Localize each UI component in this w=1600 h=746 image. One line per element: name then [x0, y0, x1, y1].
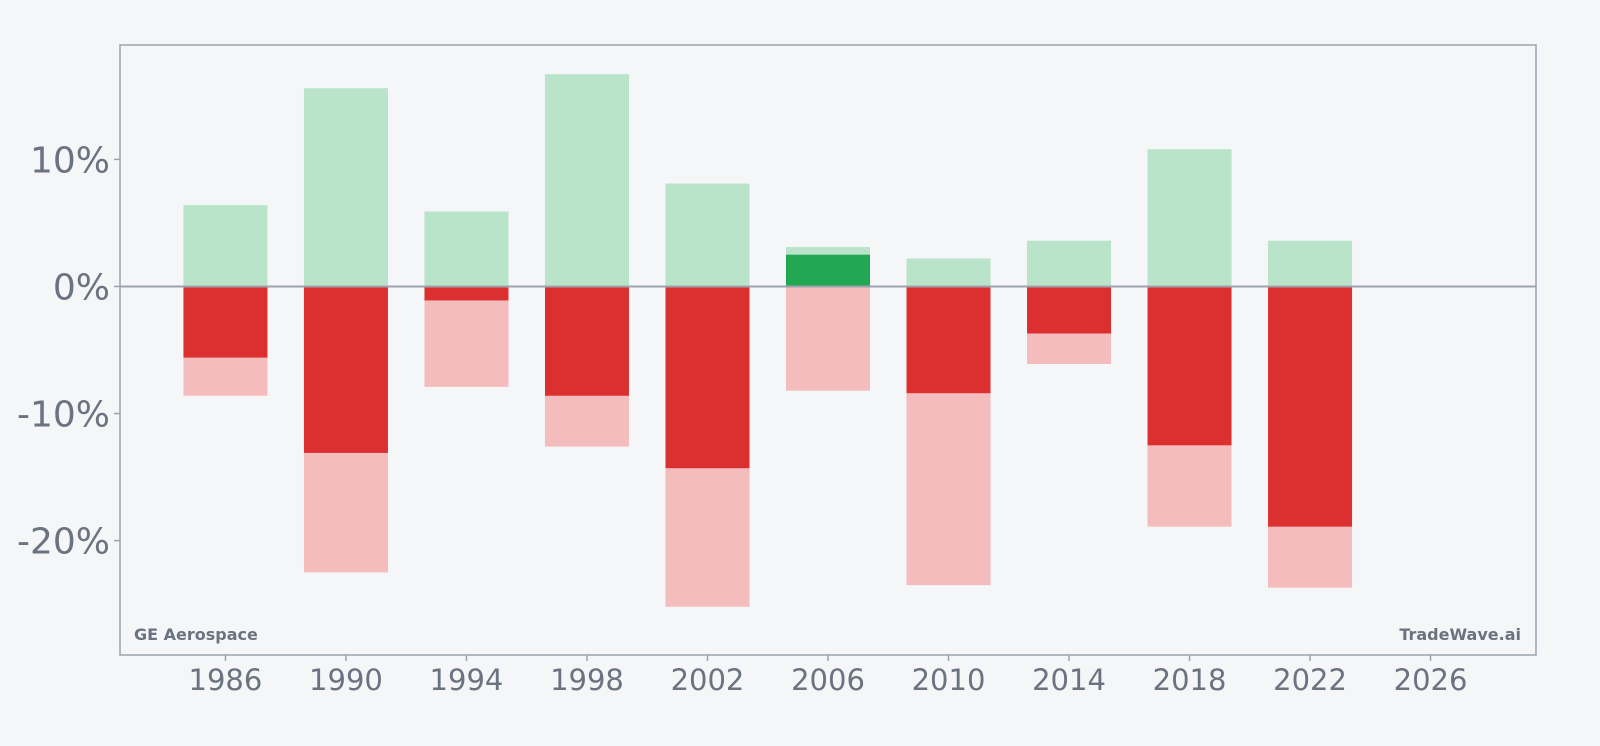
gain-range-bar-2022 [1268, 240, 1353, 287]
loss-range-bar-2006 [786, 286, 870, 391]
x-tick-label: 2022 [1273, 663, 1347, 697]
gain-range-bar-2010 [906, 258, 991, 287]
loss-bar-2018 [1147, 286, 1232, 446]
company-label: GE Aerospace [134, 625, 258, 644]
gain-range-bar-1994 [424, 211, 509, 287]
x-tick-label: 2026 [1394, 663, 1468, 697]
loss-bar-1998 [544, 286, 629, 396]
gain-range-bar-2014 [1027, 240, 1112, 287]
gain-bar-2006 [786, 254, 870, 287]
y-tick-label: 10% [30, 140, 110, 181]
x-tick-label: 2010 [912, 663, 986, 697]
x-tick-label: 2014 [1032, 663, 1106, 697]
loss-bar-1994 [424, 286, 509, 301]
x-tick-label: 2018 [1153, 663, 1227, 697]
y-tick-label: -10% [17, 395, 110, 436]
x-tick-label: 1986 [189, 663, 263, 697]
x-tick-label: 1990 [309, 663, 383, 697]
gain-range-bar-2002 [665, 183, 750, 287]
ticks-group: 1986 1990 1994 1998 2002 2006 2010 2014 2018 2022… [17, 140, 1467, 697]
loss-bar-2022 [1268, 286, 1353, 527]
gain-range-bar-2018 [1147, 149, 1232, 287]
gain-range-bar-1990 [303, 88, 388, 287]
x-tick-label: 1998 [550, 663, 624, 697]
bars-group [183, 74, 1353, 607]
loss-bar-2002 [665, 286, 750, 469]
y-tick-label: 0% [53, 267, 110, 308]
gain-range-bar-1998 [544, 74, 629, 287]
x-tick-label: 2006 [791, 663, 865, 697]
gain-range-bar-1986 [183, 205, 268, 287]
x-tick-label: 2002 [671, 663, 745, 697]
y-tick-label: -20% [17, 522, 110, 563]
loss-bar-1990 [303, 286, 388, 453]
loss-bar-1986 [183, 286, 268, 358]
brand-label: TradeWave.ai [1399, 625, 1521, 644]
plot-frame [119, 44, 1537, 656]
loss-bar-2014 [1027, 286, 1112, 334]
loss-range-bar-1994 [424, 286, 509, 387]
x-tick-label: 1994 [430, 663, 504, 697]
loss-bar-2010 [906, 286, 991, 394]
